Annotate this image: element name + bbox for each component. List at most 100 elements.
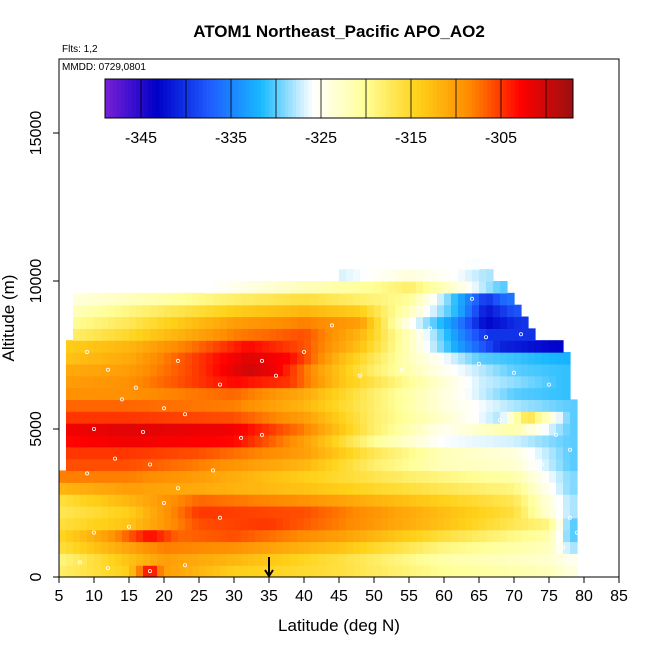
heatmap-cell (297, 363, 305, 377)
heatmap-cell (416, 304, 424, 318)
heatmap-cell (136, 352, 144, 365)
heatmap-cell (437, 470, 445, 483)
heatmap-cell (395, 529, 403, 543)
heatmap-cell (143, 399, 151, 412)
heatmap-cell (528, 470, 536, 483)
heatmap-cell (388, 565, 396, 578)
heatmap-cell (528, 482, 536, 495)
heatmap-cell (136, 387, 144, 400)
colorbar-segment (506, 79, 512, 118)
heatmap-cell (311, 292, 319, 306)
sample-point (301, 349, 306, 354)
heatmap-cell (108, 292, 116, 306)
heatmap-cell (388, 553, 396, 566)
heatmap-cell (500, 423, 508, 436)
heatmap-cell (87, 470, 95, 483)
heatmap-cell (164, 482, 172, 495)
heatmap-cell (136, 517, 144, 531)
heatmap-cell (241, 553, 249, 566)
heatmap-cell (444, 565, 452, 578)
heatmap-cell (143, 434, 151, 448)
heatmap-cell (430, 482, 438, 495)
heatmap-cell (318, 434, 326, 448)
heatmap-cell (521, 423, 529, 436)
heatmap-cell (283, 292, 291, 306)
sample-point (568, 447, 573, 452)
heatmap-cell (220, 352, 228, 365)
heatmap-cell (465, 363, 473, 377)
x-tick-label: 10 (85, 588, 103, 605)
heatmap-cell (59, 517, 67, 531)
heatmap-cell (136, 375, 144, 389)
heatmap-cell (416, 316, 424, 329)
heatmap-cell (486, 505, 494, 519)
heatmap-cell (325, 517, 333, 531)
heatmap-cell (192, 399, 200, 412)
sample-point (497, 418, 502, 423)
heatmap-cell (542, 363, 550, 377)
heatmap-cell (430, 505, 438, 519)
colorbar-segment (128, 79, 133, 118)
heatmap-cell (206, 494, 214, 507)
heatmap-cell (234, 458, 242, 472)
colorbar-segment (491, 79, 496, 118)
heatmap-cell (570, 553, 578, 566)
heatmap-cell (297, 541, 305, 554)
heatmap-cell (381, 505, 389, 519)
colorbar-segment (565, 79, 570, 118)
heatmap-cell (395, 375, 403, 389)
heatmap-cell (430, 458, 438, 472)
heatmap-cell (227, 434, 235, 448)
heatmap-cell (339, 328, 347, 341)
heatmap-cell (129, 304, 137, 318)
heatmap-cell (409, 517, 417, 531)
heatmap-cell (101, 482, 109, 495)
heatmap-cell (311, 316, 319, 329)
heatmap-cell (486, 446, 494, 460)
heatmap-cell (528, 494, 536, 507)
heatmap-cell (115, 553, 123, 566)
heatmap-cell (479, 553, 487, 566)
heatmap-cell (444, 375, 452, 389)
heatmap-cell (213, 470, 221, 483)
heatmap-cell (87, 316, 95, 329)
heatmap-cell (353, 363, 361, 377)
heatmap-cell (101, 328, 109, 341)
x-tick-label: 50 (365, 588, 383, 605)
heatmap-cell (87, 458, 95, 472)
heatmap-cell (290, 340, 298, 353)
heatmap-cell (80, 446, 88, 460)
heatmap-cell (318, 541, 326, 554)
heatmap-cell (500, 316, 508, 329)
heatmap-cell (143, 517, 151, 531)
heatmap-cell (213, 434, 221, 448)
heatmap-cell (185, 363, 193, 377)
heatmap-cell (234, 517, 242, 531)
colorbar-segment (237, 79, 242, 118)
heatmap-cell (535, 352, 543, 365)
heatmap-cell (444, 292, 452, 306)
heatmap-cell (150, 458, 158, 472)
heatmap-cell (73, 411, 81, 424)
heatmap-cell (269, 387, 277, 400)
colorbar-segment (144, 79, 149, 118)
heatmap-cell (87, 434, 95, 448)
heatmap-cell (199, 292, 207, 306)
heatmap-cell (360, 292, 368, 306)
colorbar-frame (104, 78, 574, 119)
heatmap-cell (339, 565, 347, 578)
heatmap-cell (444, 517, 452, 531)
heatmap-cell (521, 553, 529, 566)
heatmap-cell (402, 352, 410, 365)
heatmap-cell (493, 340, 501, 353)
heatmap-cell (220, 529, 228, 543)
heatmap-cell (451, 399, 459, 412)
heatmap-cell (143, 387, 151, 400)
heatmap-cell (430, 470, 438, 483)
heatmap-cell (234, 553, 242, 566)
heatmap-cell (241, 517, 249, 531)
heatmap-cell (178, 352, 186, 365)
heatmap-cell (150, 482, 158, 495)
heatmap-cell (276, 387, 284, 400)
heatmap-cell (528, 458, 536, 472)
